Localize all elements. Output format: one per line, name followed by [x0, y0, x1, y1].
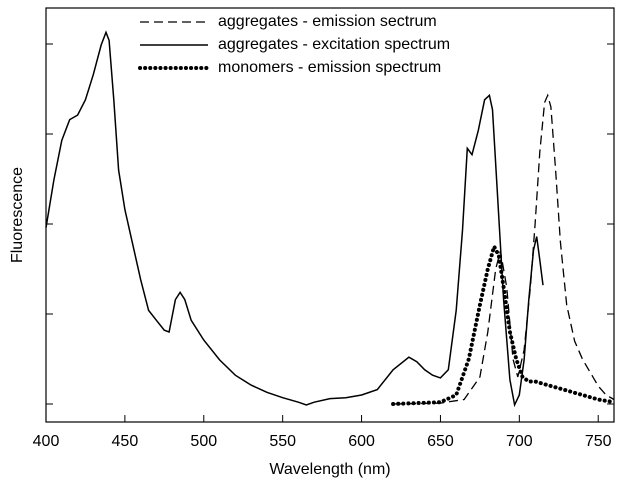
- x-tick-label: 700: [506, 433, 533, 450]
- x-tick-label: 450: [112, 433, 139, 450]
- series-line: [393, 93, 615, 405]
- plot-frame: [45, 7, 615, 423]
- x-tick-label: 650: [427, 433, 454, 450]
- x-tick-label: 600: [348, 433, 375, 450]
- x-tick-label: 550: [269, 433, 296, 450]
- legend-label: aggregates - excitation spectrum: [218, 36, 450, 53]
- legend-label: monomers - emission spectrum: [218, 59, 441, 76]
- legend-label: aggregates - emission sectrum: [218, 13, 437, 30]
- x-tick-label: 500: [190, 433, 217, 450]
- series-line: [391, 241, 616, 406]
- x-tick-label: 750: [585, 433, 612, 450]
- x-tick-label: 400: [33, 433, 60, 450]
- y-axis-label: Fluorescence: [9, 167, 26, 263]
- x-axis-label: Wavelength (nm): [269, 461, 390, 478]
- series-line: [45, 30, 544, 408]
